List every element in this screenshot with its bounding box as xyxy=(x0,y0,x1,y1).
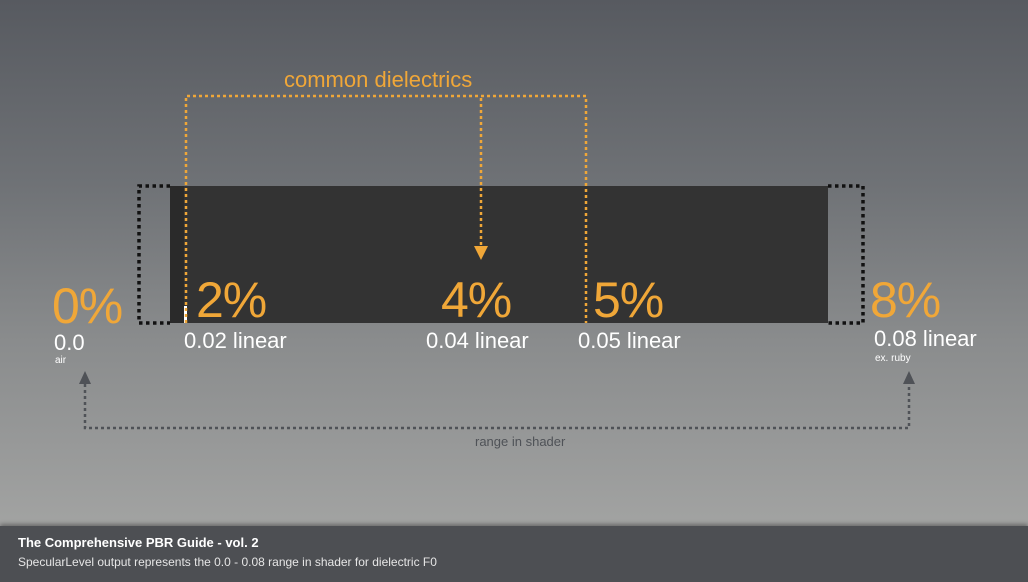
marker-2-percent: 2% xyxy=(196,272,267,328)
dielectrics-arrow-head xyxy=(474,246,488,260)
marker-8-percent: 8% xyxy=(870,272,941,328)
range-in-shader-label: range in shader xyxy=(475,434,566,449)
diagram-canvas: common dielectrics 0% 0.0 air 2% 0.02 li… xyxy=(0,0,1028,526)
marker-8-note: ex. ruby xyxy=(875,353,911,364)
marker-0-percent: 0% xyxy=(52,278,123,334)
range-bracket xyxy=(83,384,911,430)
range-arrow-right xyxy=(903,371,915,384)
dielectrics-bracket xyxy=(184,94,588,323)
caption-text: SpecularLevel output represents the 0.0 … xyxy=(18,555,437,569)
marker-5-linear: 0.05 linear xyxy=(578,328,681,353)
marker-5-percent: 5% xyxy=(593,272,664,328)
common-dielectrics-label: common dielectrics xyxy=(284,67,473,92)
marker-0-note: air xyxy=(55,355,67,366)
right-dotted-box xyxy=(828,184,865,325)
marker-2-linear: 0.02 linear xyxy=(184,328,287,353)
caption-title: The Comprehensive PBR Guide - vol. 2 xyxy=(18,535,259,550)
marker-4-percent: 4% xyxy=(441,272,512,328)
bar-left-edge xyxy=(170,186,184,323)
marker-8-linear: 0.08 linear xyxy=(874,326,977,351)
range-arrow-left xyxy=(79,371,91,384)
left-dotted-box xyxy=(137,184,170,325)
caption-bar: The Comprehensive PBR Guide - vol. 2 Spe… xyxy=(0,526,1028,582)
diagram-graphics xyxy=(79,94,915,430)
value-bar xyxy=(170,186,828,323)
marker-4-linear: 0.04 linear xyxy=(426,328,529,353)
marker-0-linear: 0.0 xyxy=(54,330,85,355)
